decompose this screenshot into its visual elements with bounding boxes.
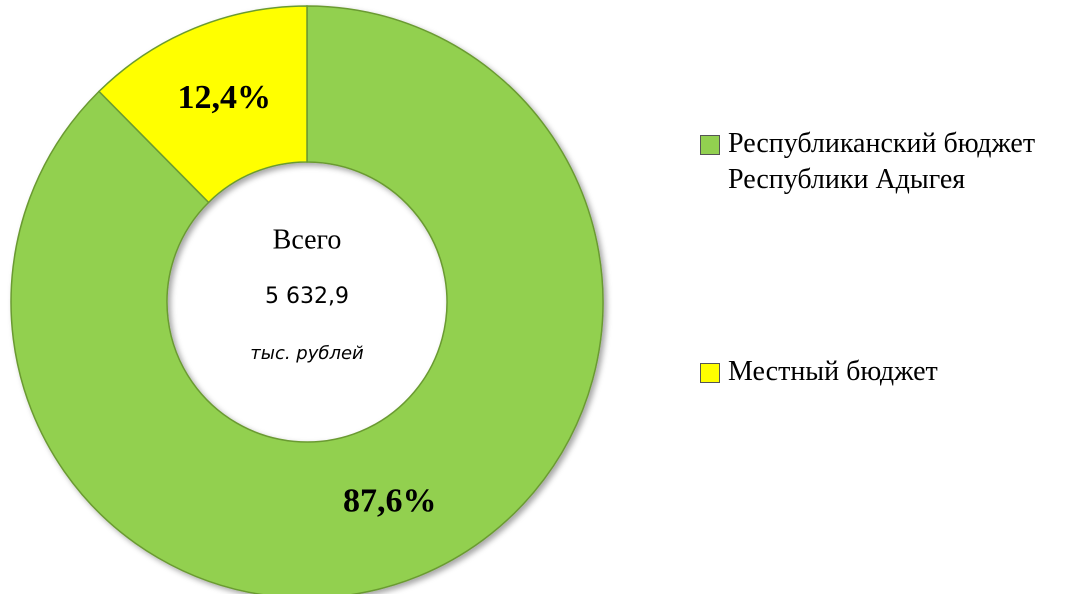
legend-swatch <box>700 363 720 383</box>
value-label: 87,6% <box>343 482 437 519</box>
center-unit: тыс. рублей <box>250 343 364 364</box>
center-total: 5 632,9 <box>265 284 349 309</box>
legend-swatch <box>700 135 720 155</box>
legend-label: Местный бюджет <box>728 356 938 387</box>
legend-label: Республиканский бюджет Республики Адыгея <box>728 128 1036 195</box>
slice <box>97 5 308 204</box>
legend-item: Местный бюджет <box>700 354 1048 390</box>
center-title: Всего <box>273 224 342 255</box>
legend-item: Республиканский бюджет Республики Адыгея <box>700 126 1048 198</box>
value-label: 12,4% <box>177 79 271 116</box>
